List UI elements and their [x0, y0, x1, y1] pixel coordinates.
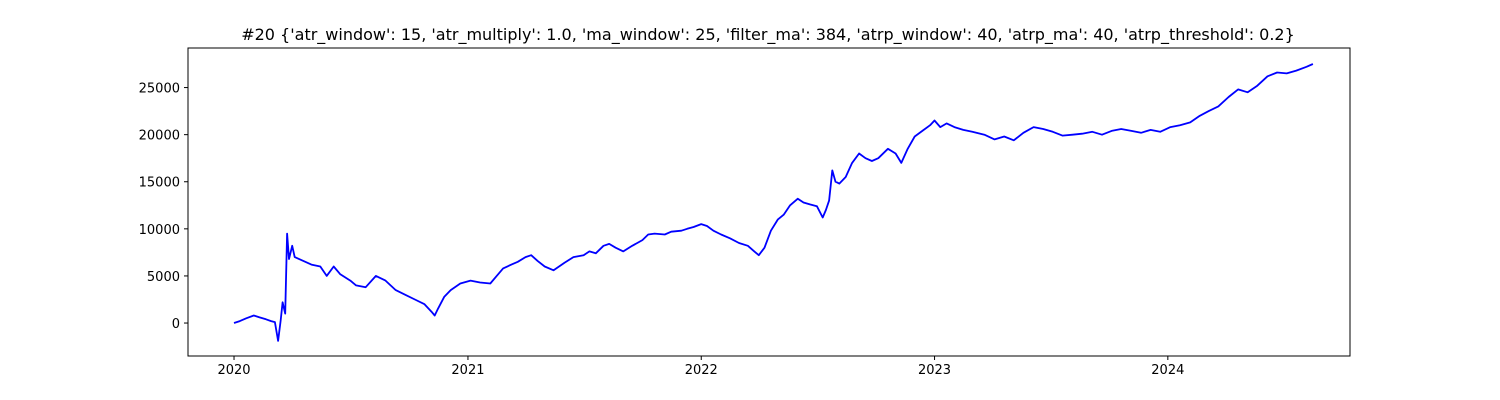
x-tick-label: 2021 [451, 363, 484, 378]
y-tick-label: 20000 [139, 129, 180, 144]
y-tick-label: 25000 [139, 82, 180, 97]
x-tick-label: 2020 [217, 363, 250, 378]
y-axis: 0 5000 10000 15000 20000 25000 [139, 82, 188, 332]
plot-frame [187, 47, 1351, 357]
y-tick-label: 5000 [147, 270, 180, 285]
chart-title: #20 {'atr_window': 15, 'atr_multiply': 1… [241, 25, 1295, 45]
y-tick-label: 0 [172, 317, 180, 332]
series-layer [233, 63, 1314, 342]
y-tick-label: 10000 [139, 223, 180, 238]
series-line-0 [233, 63, 1314, 342]
x-tick-label: 2022 [685, 363, 718, 378]
x-tick-label: 2024 [1151, 363, 1184, 378]
x-axis: 2020 2021 2022 2023 2024 [217, 356, 1184, 378]
y-tick-label: 15000 [139, 176, 180, 191]
x-tick-label: 2023 [918, 363, 951, 378]
